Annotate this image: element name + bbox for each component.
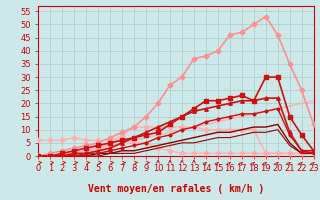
X-axis label: Vent moyen/en rafales ( km/h ): Vent moyen/en rafales ( km/h ) <box>88 184 264 194</box>
